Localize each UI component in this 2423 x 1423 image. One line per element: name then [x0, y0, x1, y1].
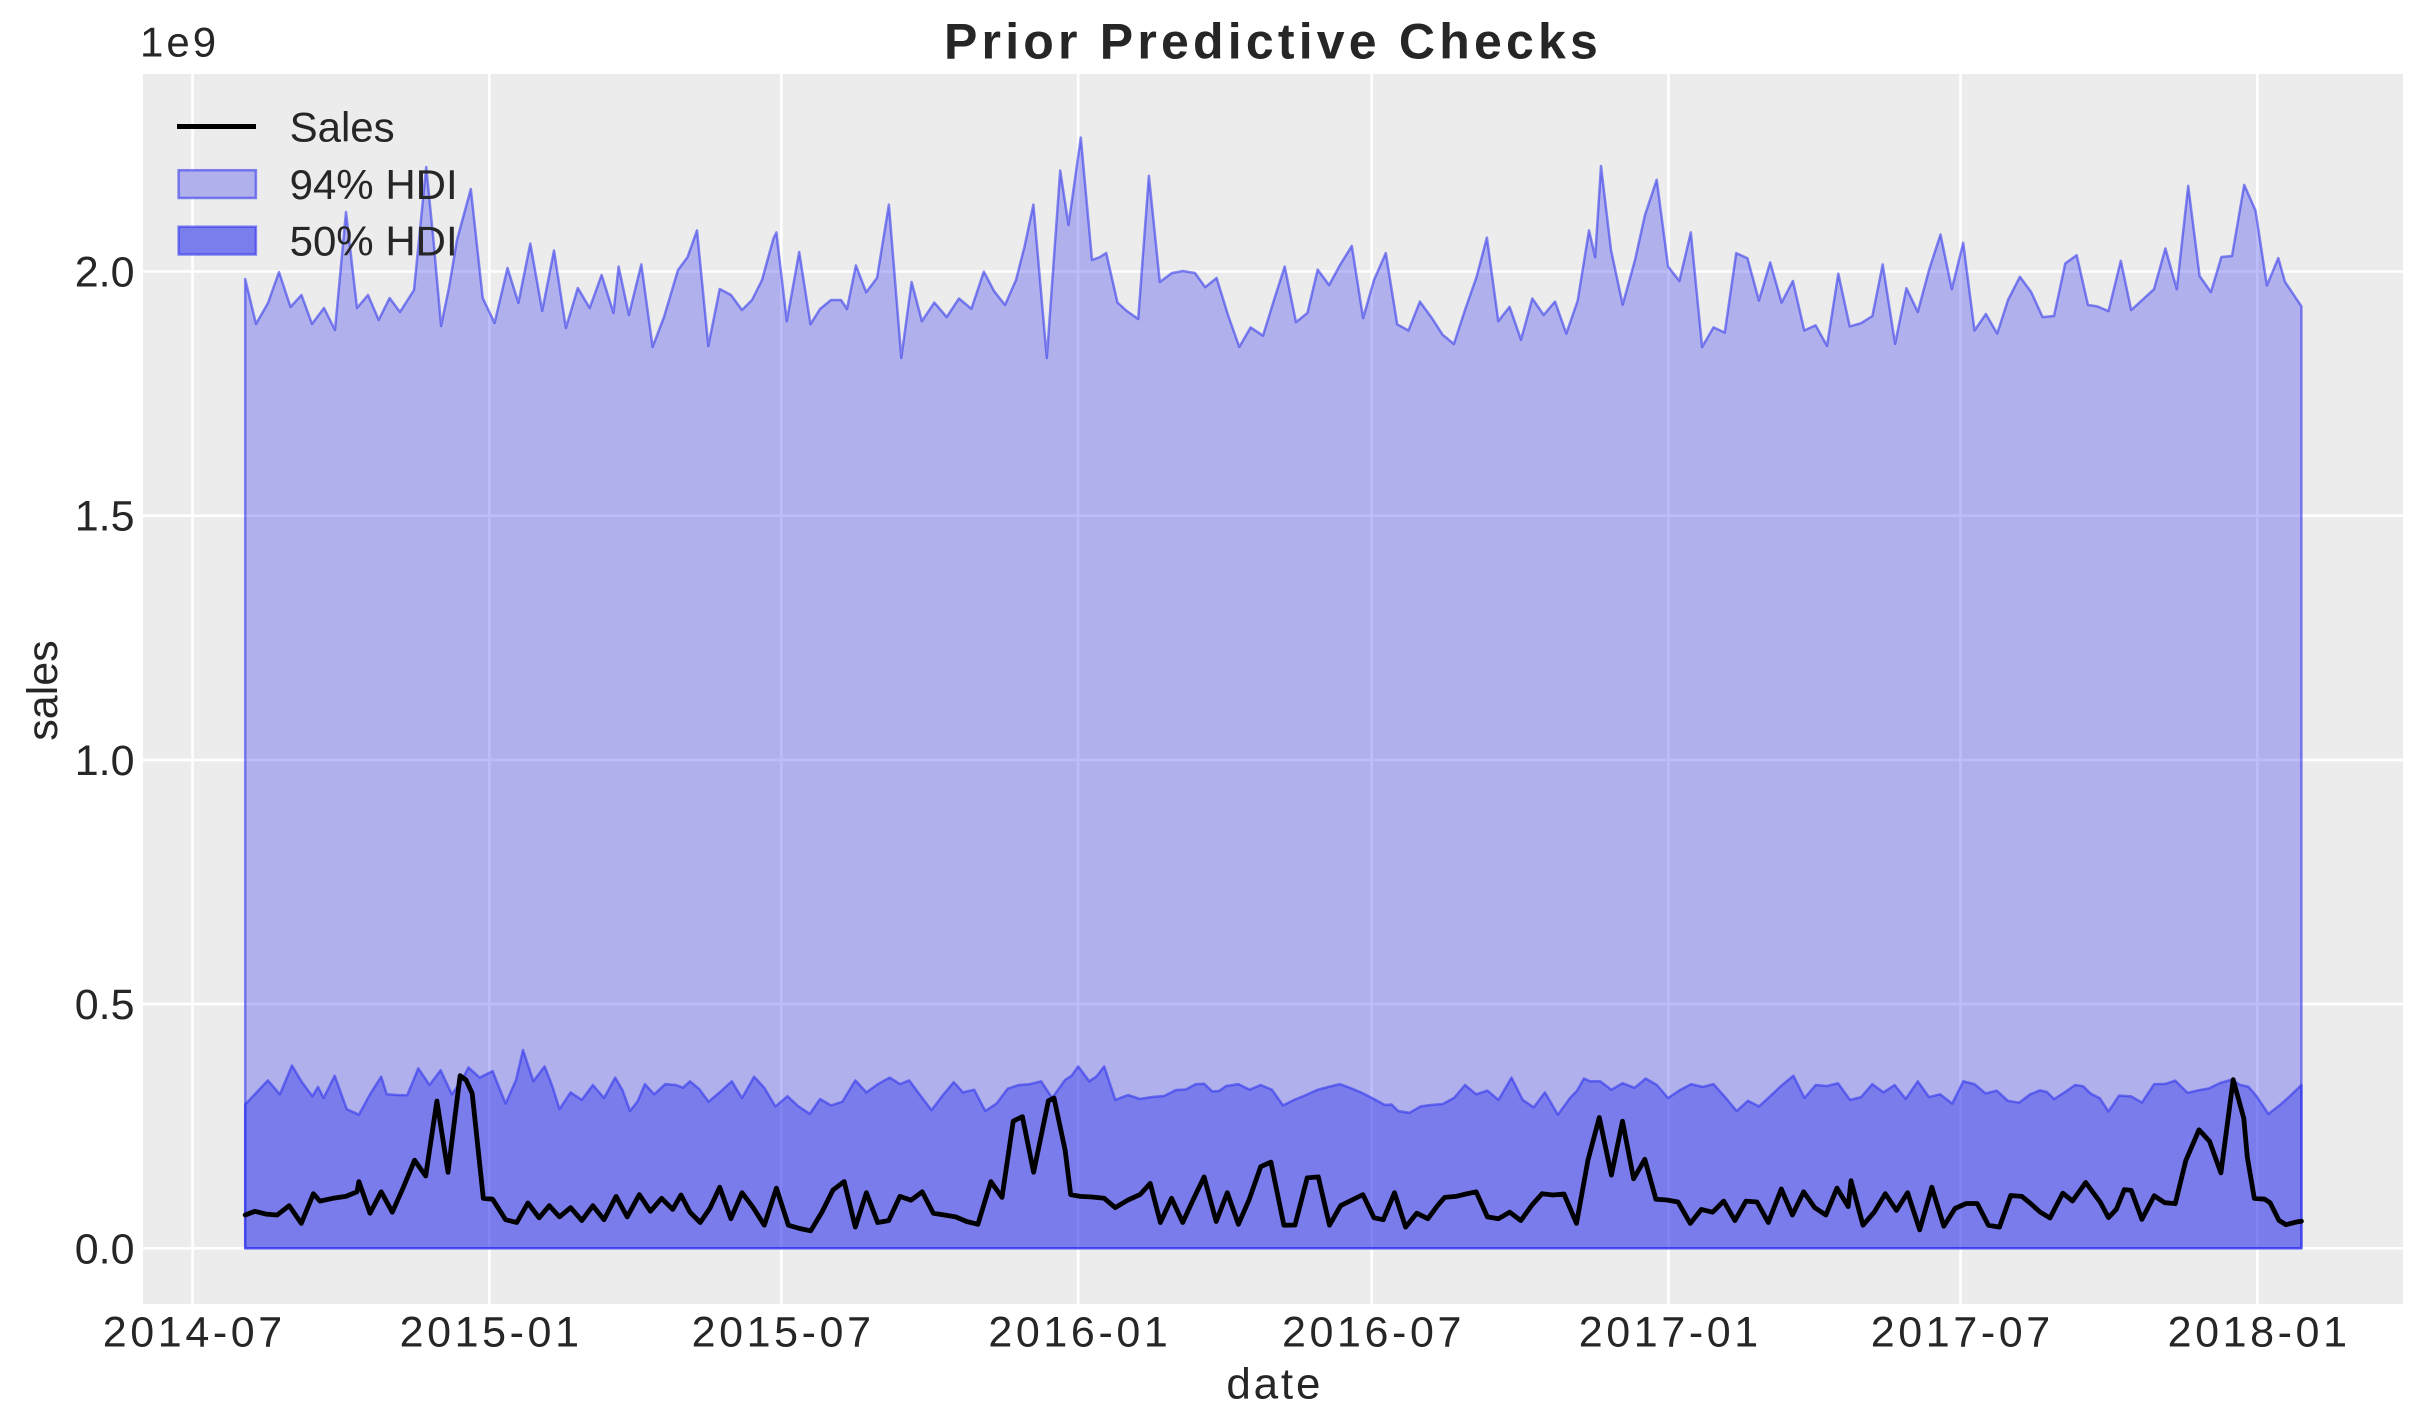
svg-text:0.0: 0.0: [75, 1225, 135, 1273]
svg-text:94% HDI: 94% HDI: [290, 161, 458, 208]
svg-text:1.0: 1.0: [75, 737, 135, 785]
svg-text:50% HDI: 50% HDI: [290, 218, 458, 265]
svg-text:2014-07: 2014-07: [103, 1309, 286, 1357]
svg-text:2015-07: 2015-07: [692, 1309, 875, 1357]
svg-text:2015-01: 2015-01: [400, 1309, 583, 1357]
svg-text:2016-07: 2016-07: [1282, 1309, 1465, 1357]
svg-text:sales: sales: [19, 640, 67, 740]
svg-text:1e9: 1e9: [140, 19, 219, 66]
svg-text:2018-01: 2018-01: [2168, 1309, 2351, 1357]
svg-text:date: date: [1226, 1359, 1323, 1408]
svg-text:2.0: 2.0: [75, 249, 135, 297]
svg-text:1.5: 1.5: [75, 493, 135, 541]
svg-text:Sales: Sales: [290, 104, 395, 151]
svg-text:2017-01: 2017-01: [1579, 1309, 1762, 1357]
svg-text:2017-07: 2017-07: [1871, 1309, 2054, 1357]
svg-text:0.5: 0.5: [75, 981, 135, 1029]
svg-text:2016-01: 2016-01: [988, 1309, 1171, 1357]
svg-text:Prior Predictive Checks: Prior Predictive Checks: [944, 14, 1602, 70]
